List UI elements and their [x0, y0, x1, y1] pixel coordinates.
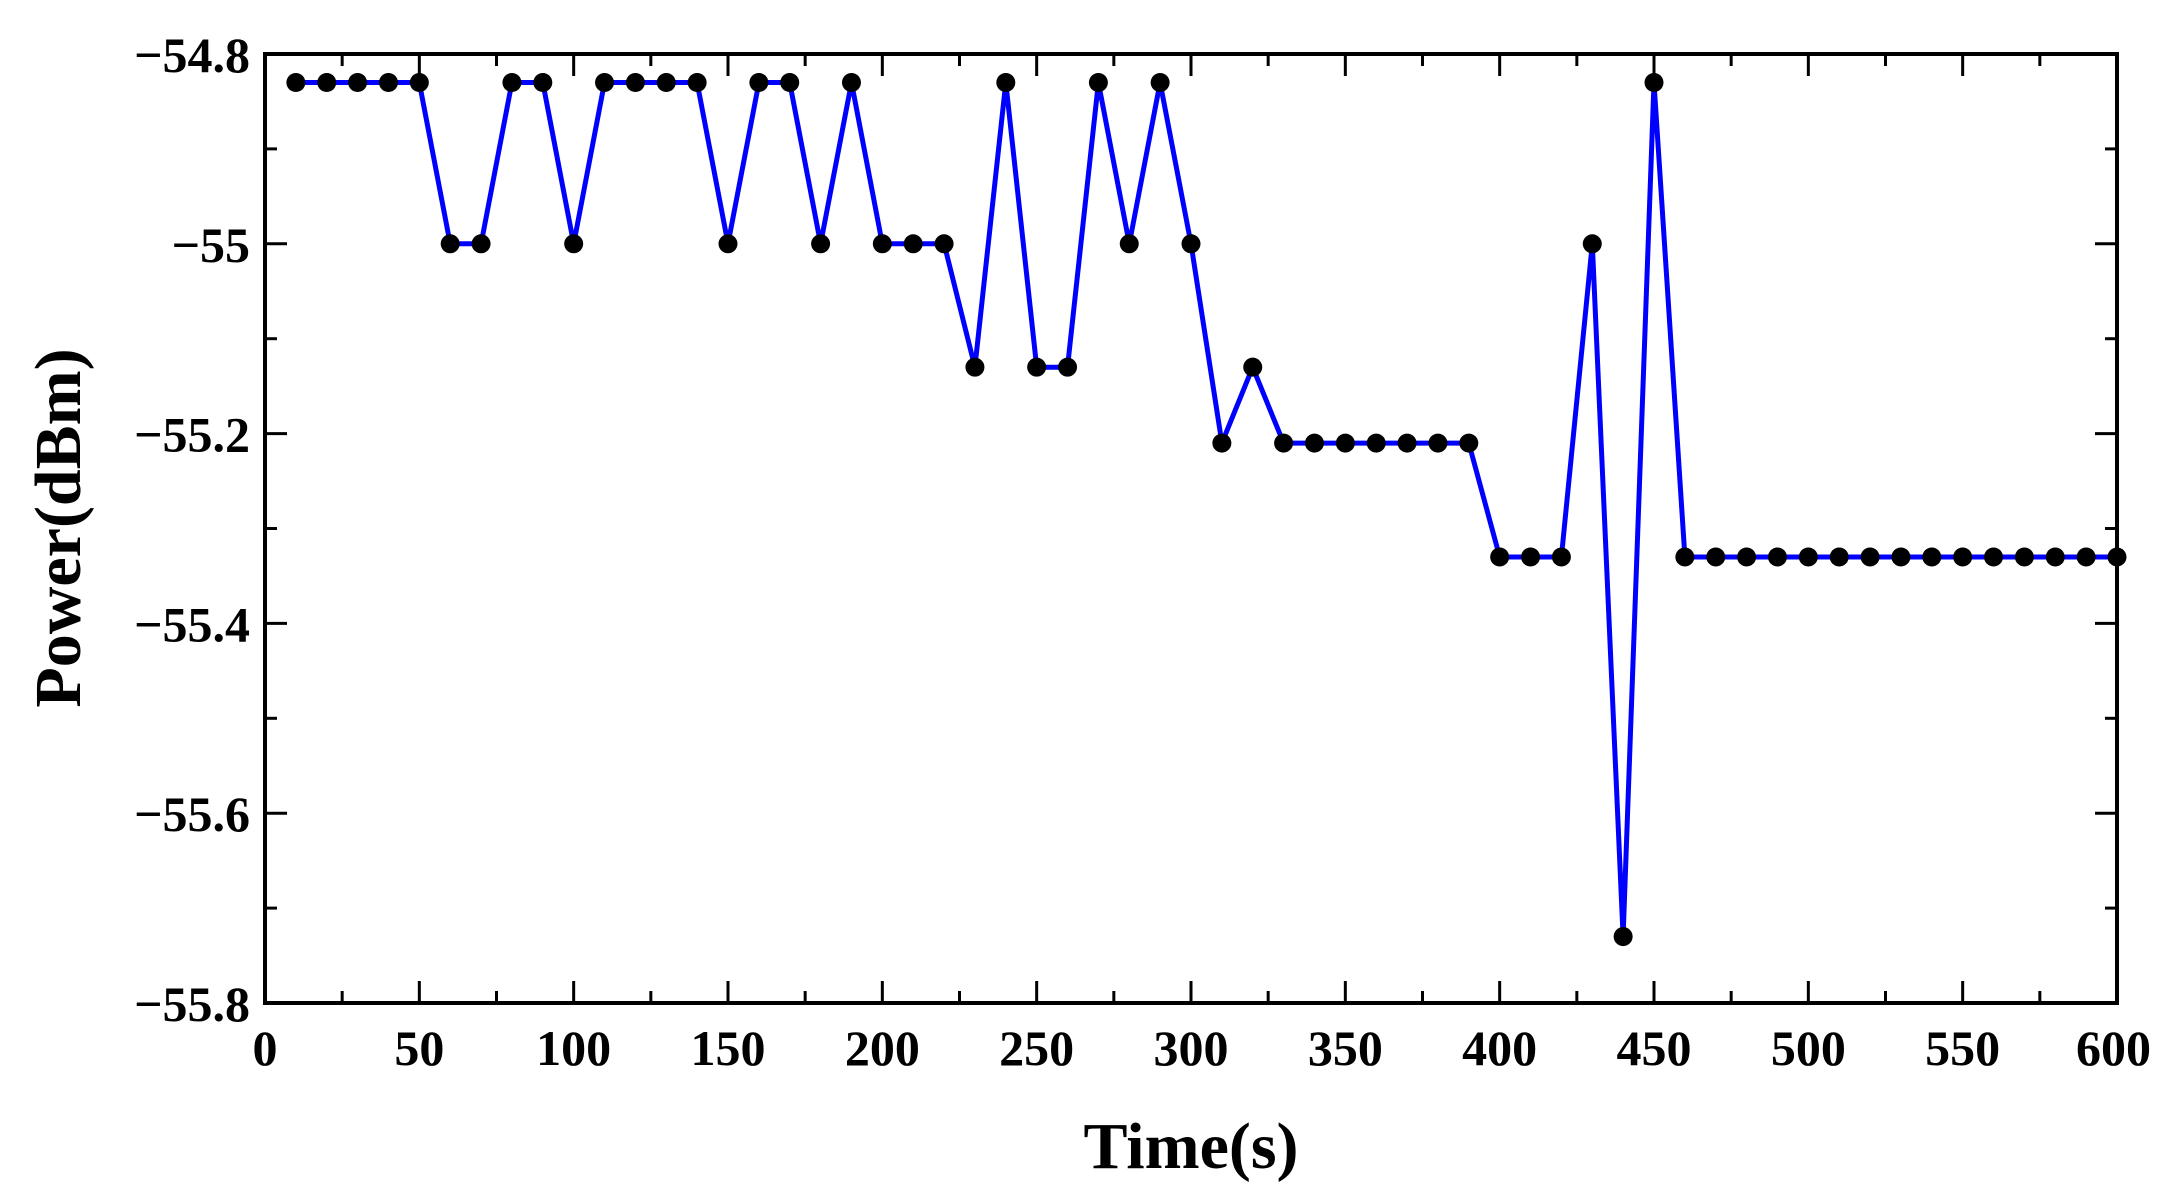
tick-labels: 0 50 100 150 200 250 300 350 400 450 500 550 600 −54.… [134, 27, 2151, 1076]
plot-frame [263, 52, 2119, 1005]
axis-ticks [263, 52, 2119, 1005]
data-point [1212, 433, 1232, 453]
data-point [1613, 927, 1633, 947]
data-point [1984, 547, 2004, 567]
data-point [872, 234, 892, 254]
data-point [440, 234, 460, 254]
data-point [378, 72, 398, 92]
data-point [1119, 234, 1139, 254]
data-point [564, 234, 584, 254]
data-point [656, 72, 676, 92]
data-point [1644, 72, 1664, 92]
data-point [533, 72, 553, 92]
data-point [811, 234, 831, 254]
x-tick-label: 600 [2076, 1020, 2151, 1076]
data-point [1953, 547, 1973, 567]
data-point [625, 72, 645, 92]
data-point [317, 72, 337, 92]
data-point [841, 72, 861, 92]
data-point [1798, 547, 1818, 567]
data-point [1150, 72, 1170, 92]
data-point [2076, 547, 2096, 567]
data-point [595, 72, 615, 92]
data-point [934, 234, 954, 254]
data-point [749, 72, 769, 92]
data-point [1829, 547, 1849, 567]
data-point [1088, 72, 1108, 92]
data-point [780, 72, 800, 92]
data-point [996, 72, 1016, 92]
x-tick-label: 250 [999, 1020, 1074, 1076]
data-point [1551, 547, 1571, 567]
data-point [2014, 547, 2034, 567]
data-point [1304, 433, 1324, 453]
data-point [1582, 234, 1602, 254]
data-point [1366, 433, 1386, 453]
data-point [718, 234, 738, 254]
x-tick-label: 200 [845, 1020, 920, 1076]
x-tick-label: 0 [253, 1020, 278, 1076]
y-tick-label: −55.4 [134, 596, 250, 652]
x-tick-label: 50 [394, 1020, 444, 1076]
data-point [1706, 547, 1726, 567]
x-tick-label: 550 [1925, 1020, 2000, 1076]
x-tick-label: 500 [1771, 1020, 1846, 1076]
data-point [1274, 433, 1294, 453]
x-tick-label: 150 [691, 1020, 766, 1076]
x-tick-label: 450 [1617, 1020, 1692, 1076]
data-point [1891, 547, 1911, 567]
x-tick-label: 100 [536, 1020, 611, 1076]
data-point [1521, 547, 1541, 567]
data-point [471, 234, 491, 254]
data-point [687, 72, 707, 92]
y-tick-label: −55.2 [134, 407, 250, 463]
series-power [286, 72, 2127, 947]
y-tick-label: −54.8 [134, 27, 250, 83]
data-point [1737, 547, 1757, 567]
data-point [286, 72, 306, 92]
x-axis-title: Time(s) [1083, 1110, 1298, 1183]
data-point [903, 234, 923, 254]
data-point [1675, 547, 1695, 567]
x-tick-label: 350 [1308, 1020, 1383, 1076]
data-point [1181, 234, 1201, 254]
data-point [2045, 547, 2065, 567]
data-point [1922, 547, 1942, 567]
y-tick-label: −55 [172, 217, 251, 273]
data-point [1335, 433, 1355, 453]
data-point [1428, 433, 1448, 453]
data-point [1490, 547, 1510, 567]
data-point [1058, 357, 1078, 377]
x-tick-label: 300 [1154, 1020, 1229, 1076]
y-tick-label: −55.6 [134, 786, 250, 842]
data-point [348, 72, 368, 92]
data-point [1397, 433, 1417, 453]
x-tick-label: 400 [1462, 1020, 1537, 1076]
data-point [1243, 357, 1263, 377]
data-point [965, 357, 985, 377]
y-axis-title: Power(dBm) [22, 348, 95, 707]
data-point [1860, 547, 1880, 567]
data-point [1459, 433, 1479, 453]
data-point [409, 72, 429, 92]
data-point [1027, 357, 1047, 377]
data-point [1767, 547, 1787, 567]
y-tick-label: −55.8 [134, 976, 250, 1032]
series-line [295, 80, 2117, 940]
data-point [502, 72, 522, 92]
